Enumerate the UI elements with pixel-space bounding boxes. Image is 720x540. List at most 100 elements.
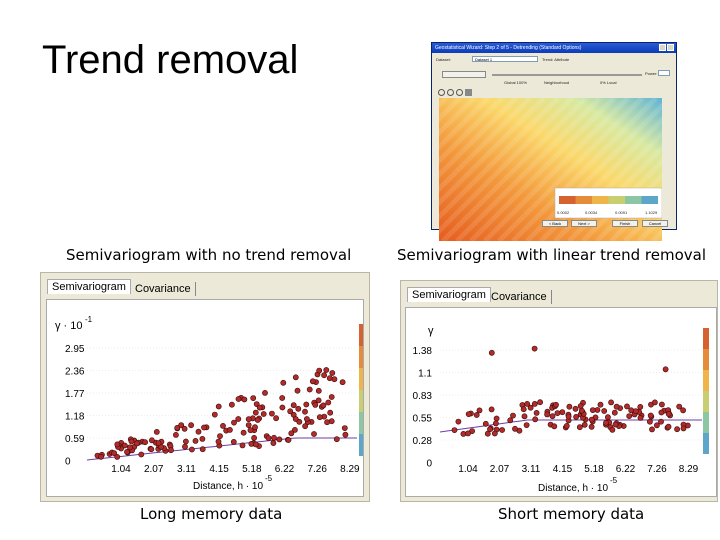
right-data-point: [572, 405, 579, 412]
legend-swatch: [592, 196, 609, 204]
left-data-point: [239, 442, 246, 449]
right-y-tick-label: 1.38: [413, 346, 433, 357]
left-data-point: [174, 425, 181, 431]
dataset-select[interactable]: Dataset 1: [472, 56, 538, 62]
left-y-symbol: γ · 10: [55, 320, 83, 332]
right-x-tick-label: 1.04: [458, 464, 478, 475]
left-data-point: [279, 395, 286, 401]
trend-slider[interactable]: [492, 74, 642, 76]
right-data-point: [476, 407, 483, 414]
right-data-point: [455, 418, 462, 425]
left-legend-swatch: [359, 412, 365, 434]
tab-covariance-right[interactable]: Covariance: [487, 290, 552, 304]
right-data-point: [473, 412, 480, 418]
tab-semivariogram-right[interactable]: Semivariogram: [407, 287, 491, 302]
right-data-point: [499, 427, 505, 433]
cancel-button[interactable]: Cancel: [642, 220, 668, 227]
right-data-point: [532, 416, 539, 423]
right-data-point: [658, 418, 664, 425]
left-data-point: [325, 399, 332, 406]
right-y-tick-label: 0.55: [413, 414, 433, 425]
right-data-point: [566, 403, 573, 410]
tab-covariance-left[interactable]: Covariance: [131, 282, 196, 296]
left-data-point: [240, 429, 247, 436]
right-data-point: [493, 415, 500, 422]
left-data-point: [315, 387, 322, 394]
left-data-point: [188, 422, 194, 429]
left-data-point: [127, 444, 133, 451]
right-data-point: [601, 408, 608, 414]
right-data-point: [465, 411, 472, 417]
left-data-point: [142, 439, 148, 446]
left-y-tick-label: 1.77: [65, 389, 85, 400]
left-data-point: [247, 427, 254, 434]
power-input[interactable]: [658, 70, 670, 76]
tab-semivariogram-left[interactable]: Semivariogram: [47, 279, 131, 294]
right-data-point: [680, 425, 687, 432]
full-extent-icon[interactable]: [465, 89, 472, 96]
close-button[interactable]: [667, 44, 674, 51]
left-data-point: [256, 404, 263, 411]
left-data-point: [195, 428, 202, 435]
right-data-point: [624, 403, 630, 410]
right-data-point: [573, 414, 579, 420]
right-data-point: [632, 408, 639, 414]
left-data-point: [290, 402, 297, 409]
trend-surface-map: 0.0002 0.0034 0.0091 1.1029: [439, 98, 662, 241]
left-x-tick-label: 7.26: [307, 464, 327, 475]
pan-icon[interactable]: [456, 89, 463, 96]
left-data-point: [111, 450, 117, 456]
left-data-point: [312, 402, 319, 408]
left-data-point: [295, 405, 302, 412]
right-data-point: [465, 430, 471, 437]
right-data-point: [559, 409, 566, 416]
right-data-point: [653, 422, 660, 429]
right-x-tick-label: 6.22: [616, 464, 636, 475]
right-data-point: [604, 414, 611, 421]
right-data-point: [665, 423, 672, 430]
left-x-tick-label: 4.15: [209, 464, 229, 475]
right-legend-swatch: [703, 370, 709, 391]
next-button[interactable]: Next >: [571, 220, 597, 227]
zoom-out-icon[interactable]: [447, 89, 454, 96]
right-data-point: [588, 416, 595, 423]
left-x-tick-label: 1.04: [111, 464, 131, 475]
left-data-point: [149, 437, 155, 444]
right-data-point: [658, 401, 665, 408]
left-data-point: [199, 446, 206, 453]
left-plot-area: γ · 10 -1 2.95 2.36 1.77 1.18 0.59 0 1.04 2.07 3…: [46, 299, 365, 497]
left-data-point: [311, 431, 317, 437]
right-legend-swatch: [703, 391, 709, 412]
right-data-point: [611, 409, 618, 416]
left-data-point: [320, 402, 327, 409]
right-data-point: [544, 411, 550, 418]
options-button[interactable]: [442, 71, 486, 78]
right-data-point: [524, 401, 531, 407]
back-button[interactable]: < Back: [542, 220, 568, 227]
left-data-point: [124, 448, 130, 455]
zoom-in-icon[interactable]: [438, 89, 445, 96]
slider-neighborhood-label: Neighborhood: [544, 80, 570, 85]
left-legend-swatch: [359, 324, 365, 346]
left-data-point: [188, 446, 195, 453]
right-data-point: [523, 422, 530, 428]
right-data-point: [554, 410, 561, 416]
left-data-point: [287, 408, 294, 415]
left-data-point: [245, 422, 252, 428]
finish-button[interactable]: Finish: [612, 220, 638, 227]
left-data-point: [252, 441, 259, 448]
left-y-exponent: -1: [85, 315, 93, 324]
right-data-point: [482, 420, 489, 427]
right-data-point: [578, 407, 585, 414]
right-x-tick-label: 5.18: [584, 464, 604, 475]
slider-local-label: 0% Local: [600, 80, 617, 85]
left-data-point: [339, 379, 346, 386]
left-data-point: [265, 435, 272, 441]
left-y-tick-label: 0.59: [65, 434, 85, 445]
help-button[interactable]: [659, 44, 666, 51]
right-data-point: [626, 413, 633, 419]
left-data-point: [114, 453, 121, 460]
left-data-point: [331, 376, 338, 383]
left-data-point: [270, 440, 277, 446]
right-data-point: [665, 411, 672, 417]
